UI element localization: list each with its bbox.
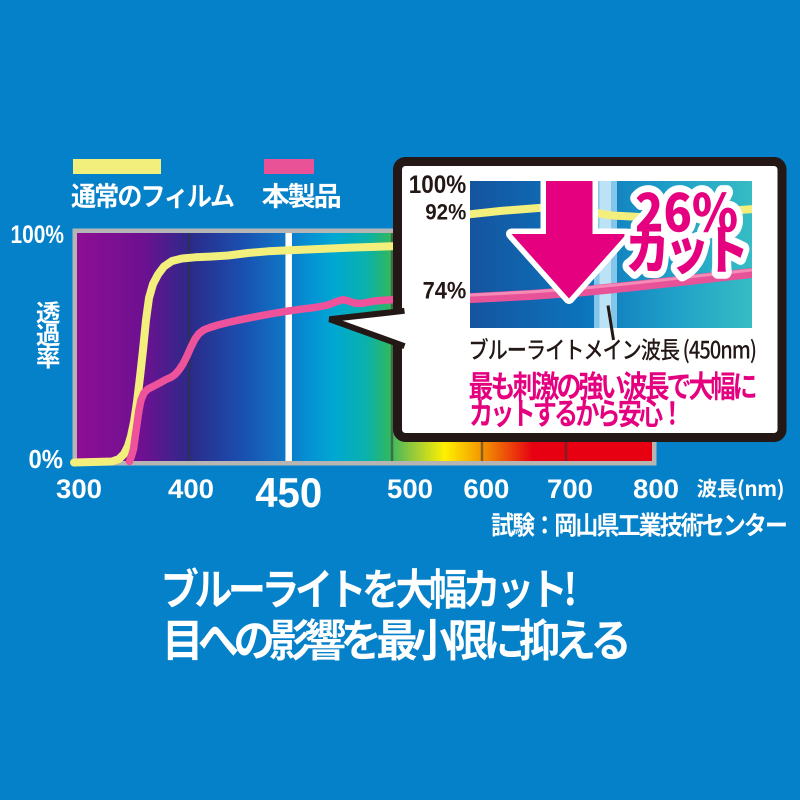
- svg-text:100%: 100%: [11, 221, 65, 249]
- svg-text:400: 400: [168, 474, 214, 504]
- svg-text:74%: 74%: [423, 278, 467, 305]
- svg-text:800: 800: [633, 474, 679, 504]
- svg-text:0%: 0%: [29, 446, 64, 474]
- svg-text:450: 450: [255, 469, 322, 516]
- svg-text:600: 600: [463, 474, 509, 504]
- svg-text:700: 700: [547, 474, 593, 504]
- svg-text:500: 500: [387, 474, 433, 504]
- svg-text:100%: 100%: [409, 171, 467, 199]
- svg-text:92%: 92%: [425, 199, 466, 224]
- svg-text:300: 300: [56, 474, 102, 504]
